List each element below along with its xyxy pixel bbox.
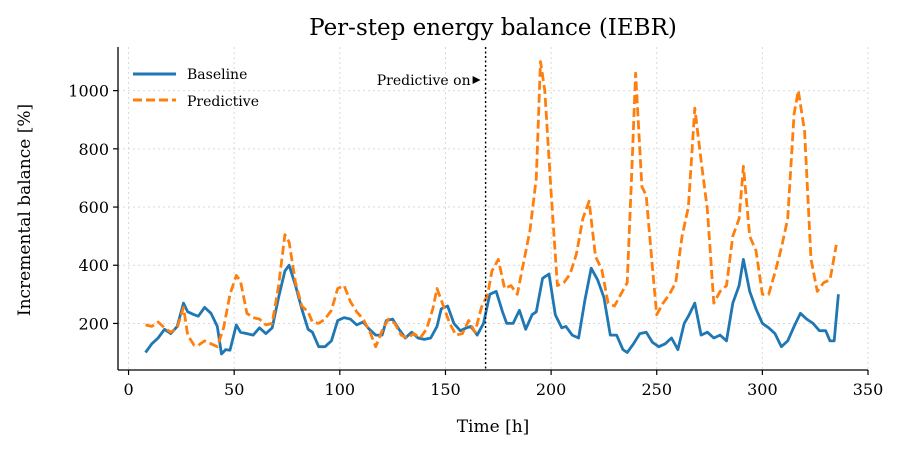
x-tick-label-1: 50 [224,380,244,399]
x-tick-label-0: 0 [123,380,133,399]
series-line-predictive [145,60,838,349]
y-axis-label: Incremental balance [%] [15,104,35,316]
x-tick-label-2: 100 [325,380,356,399]
legend-label-predictive: Predictive [187,94,259,110]
series-line-baseline [144,258,840,356]
series-layer [144,60,840,356]
x-tick-label-3: 150 [430,380,461,399]
legend: Baseline Predictive [133,67,259,110]
y-tick-label-2: 600 [78,198,109,217]
annotation-label: Predictive on [377,73,471,89]
x-axis-label: Time [h] [457,417,530,437]
annotation-layer: Predictive on [377,47,487,370]
x-tick-label-4: 200 [536,380,567,399]
ticks: 0 50 100 150 200 250 300 350 200 400 600 800 1000 [68,82,883,399]
chart-title: Per-step energy balance (IEBR) [309,15,677,41]
x-tick-label-6: 300 [747,380,778,399]
y-tick-label-3: 800 [78,140,109,159]
y-tick-label-4: 1000 [68,82,109,101]
legend-label-baseline: Baseline [187,67,247,83]
annotation-arrow [472,76,481,84]
x-tick-label-7: 350 [853,380,884,399]
x-tick-label-5: 250 [641,380,672,399]
y-tick-label-0: 200 [78,314,109,333]
y-tick-label-1: 400 [78,256,109,275]
